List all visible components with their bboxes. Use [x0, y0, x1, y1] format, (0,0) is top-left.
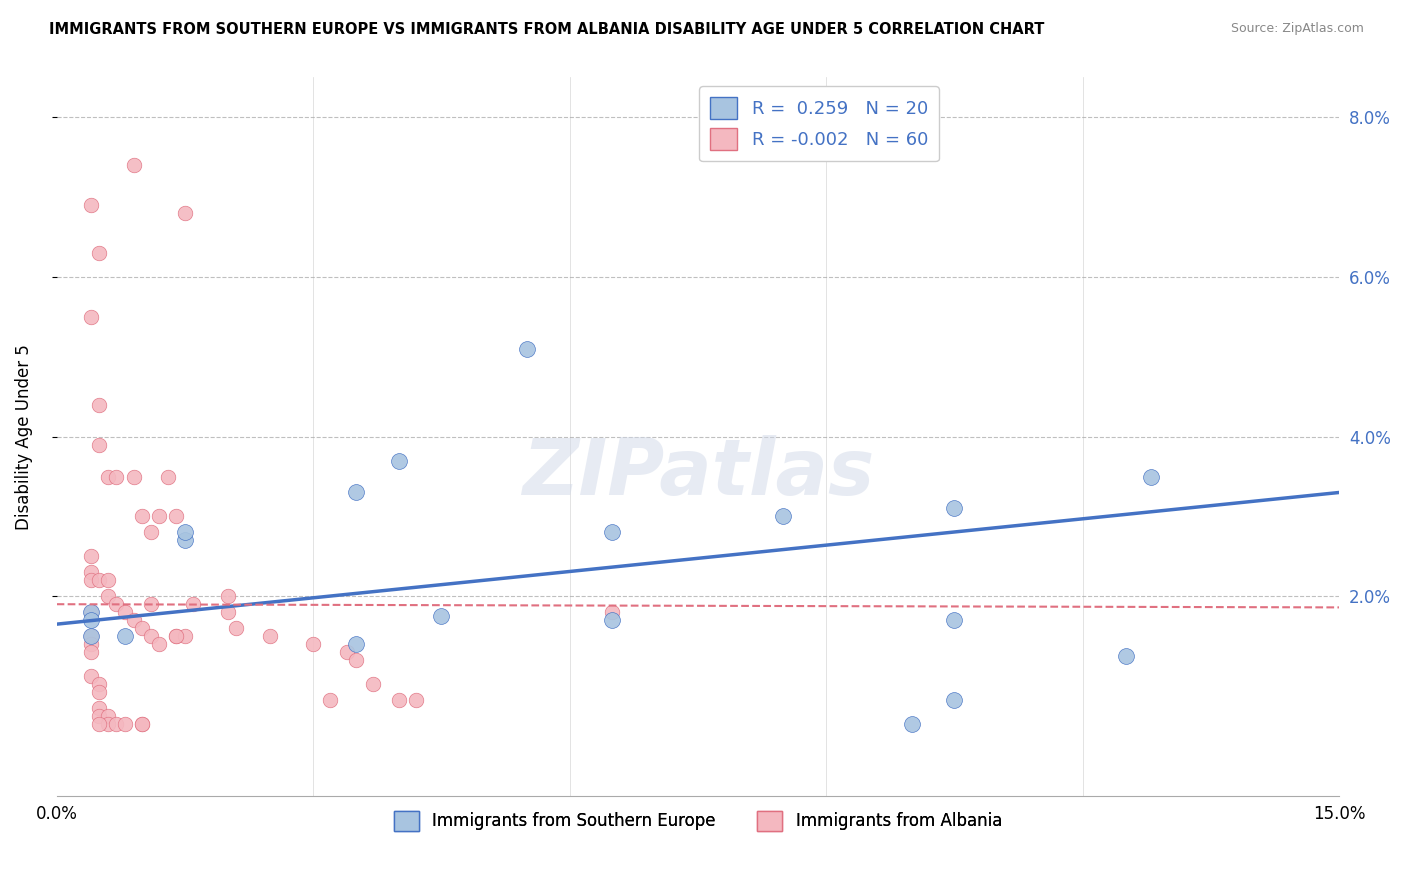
Point — [89, 574, 111, 588]
Point — [259, 629, 281, 643]
Point — [139, 629, 162, 643]
Point — [344, 637, 367, 651]
Point — [97, 717, 120, 731]
Point — [165, 629, 187, 643]
Text: ZIPatlas: ZIPatlas — [522, 434, 875, 510]
Point — [80, 645, 103, 659]
Point — [148, 637, 170, 651]
Point — [139, 525, 162, 540]
Point — [217, 589, 239, 603]
Point — [105, 469, 128, 483]
Point — [131, 509, 153, 524]
Point — [131, 621, 153, 635]
Point — [344, 653, 367, 667]
Point — [165, 629, 187, 643]
Point — [89, 398, 111, 412]
Point — [131, 717, 153, 731]
Point — [80, 566, 103, 580]
Legend: Immigrants from Southern Europe, Immigrants from Albania: Immigrants from Southern Europe, Immigra… — [387, 804, 1008, 838]
Point — [772, 509, 794, 524]
Point — [225, 621, 247, 635]
Point — [173, 206, 195, 220]
Point — [80, 669, 103, 683]
Point — [80, 629, 103, 643]
Point — [80, 574, 103, 588]
Point — [361, 677, 384, 691]
Point — [105, 717, 128, 731]
Point — [89, 246, 111, 260]
Point — [105, 597, 128, 611]
Point — [114, 605, 136, 619]
Point — [89, 677, 111, 691]
Point — [173, 525, 195, 540]
Point — [131, 717, 153, 731]
Point — [1114, 649, 1136, 664]
Point — [80, 605, 103, 619]
Point — [388, 693, 411, 707]
Point — [80, 310, 103, 324]
Point — [943, 501, 966, 516]
Point — [122, 613, 145, 627]
Point — [114, 629, 136, 643]
Point — [80, 549, 103, 564]
Point — [97, 469, 120, 483]
Point — [139, 597, 162, 611]
Point — [344, 485, 367, 500]
Point — [156, 469, 179, 483]
Point — [602, 525, 624, 540]
Point — [89, 709, 111, 723]
Point — [430, 609, 453, 624]
Point — [183, 597, 205, 611]
Point — [900, 717, 922, 731]
Point — [97, 589, 120, 603]
Point — [217, 605, 239, 619]
Point — [943, 613, 966, 627]
Point — [943, 693, 966, 707]
Point — [89, 685, 111, 699]
Y-axis label: Disability Age Under 5: Disability Age Under 5 — [15, 343, 32, 530]
Point — [388, 453, 411, 467]
Point — [89, 701, 111, 715]
Point — [80, 198, 103, 212]
Point — [602, 613, 624, 627]
Point — [89, 437, 111, 451]
Point — [165, 509, 187, 524]
Point — [602, 605, 624, 619]
Point — [97, 574, 120, 588]
Point — [97, 709, 120, 723]
Point — [148, 509, 170, 524]
Point — [114, 717, 136, 731]
Point — [89, 717, 111, 731]
Text: Source: ZipAtlas.com: Source: ZipAtlas.com — [1230, 22, 1364, 36]
Point — [405, 693, 427, 707]
Point — [122, 158, 145, 172]
Point — [1140, 469, 1163, 483]
Point — [80, 637, 103, 651]
Point — [336, 645, 359, 659]
Point — [80, 629, 103, 643]
Text: IMMIGRANTS FROM SOUTHERN EUROPE VS IMMIGRANTS FROM ALBANIA DISABILITY AGE UNDER : IMMIGRANTS FROM SOUTHERN EUROPE VS IMMIG… — [49, 22, 1045, 37]
Point — [173, 629, 195, 643]
Point — [302, 637, 325, 651]
Point — [173, 533, 195, 548]
Point — [80, 605, 103, 619]
Point — [319, 693, 342, 707]
Point — [80, 613, 103, 627]
Point — [516, 342, 538, 356]
Point — [122, 469, 145, 483]
